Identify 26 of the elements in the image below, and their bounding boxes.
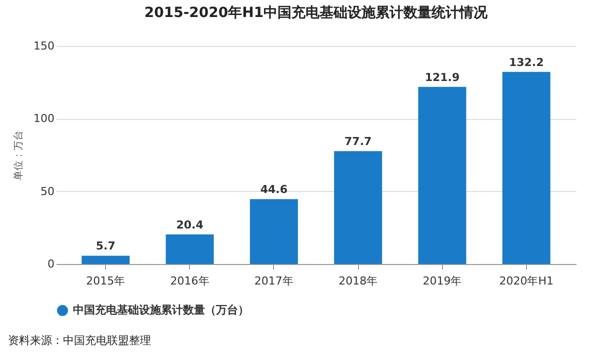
- bar: [250, 199, 298, 264]
- data-label: 5.7: [96, 240, 116, 253]
- bar: [82, 256, 130, 264]
- text: 资料来源：中国充电联盟整理: [8, 334, 151, 347]
- data-label: 121.9: [424, 70, 460, 84]
- y-tick-label: 50: [40, 184, 54, 198]
- data-label: 44.6: [260, 183, 288, 196]
- data-label: 77.7: [344, 135, 372, 148]
- bar: [334, 151, 382, 264]
- x-tick-label: 2017年: [254, 274, 294, 288]
- y-tick-label: 0: [48, 258, 54, 270]
- data-label: 20.4: [176, 218, 204, 232]
- x-tick-label: 2018年: [338, 274, 378, 288]
- x-tick-label: 2019年: [422, 274, 462, 288]
- x-tick-label: 2020年H1: [499, 274, 554, 288]
- x-tick-label: 2015年: [86, 274, 126, 288]
- y-tick-label: 100: [34, 112, 54, 126]
- bar: [418, 86, 466, 264]
- x-tick-label: 2016年: [170, 274, 210, 288]
- bar: [502, 72, 550, 264]
- y-axis-title: 单位：万台: [12, 130, 25, 180]
- legend-label: 中国充电基础设施累计数量（万台）: [73, 304, 249, 316]
- data-label: 132.2: [508, 56, 544, 69]
- y-tick-label: 150: [34, 40, 54, 52]
- bar: [166, 234, 214, 264]
- chart-title: 2015-2020年H1中国充电基础设施累计数量统计情况: [144, 4, 489, 21]
